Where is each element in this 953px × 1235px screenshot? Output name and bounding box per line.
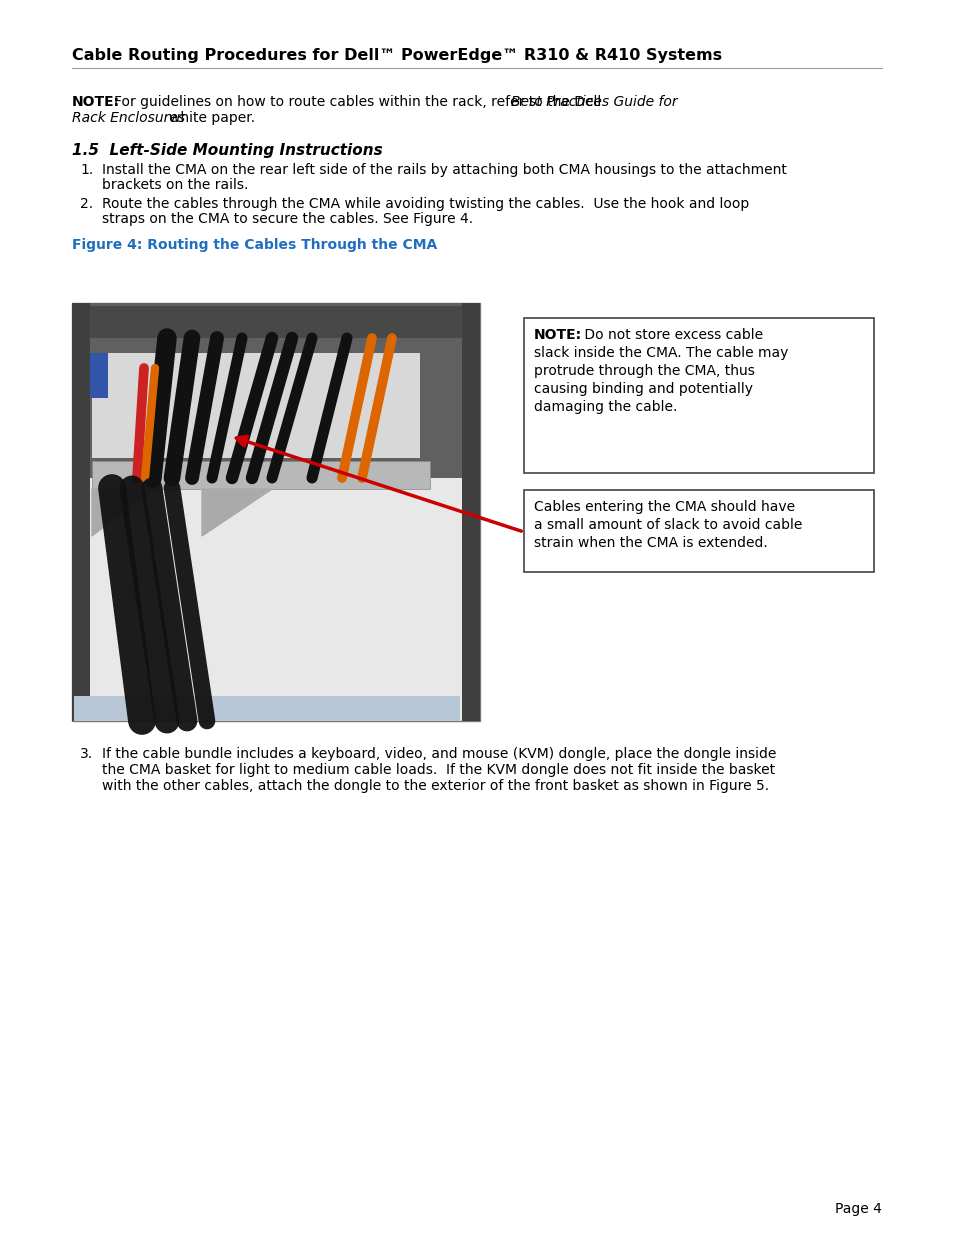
Text: causing binding and potentially: causing binding and potentially: [534, 382, 752, 396]
Text: Page 4: Page 4: [834, 1202, 882, 1216]
Text: Rack Enclosures: Rack Enclosures: [71, 111, 185, 125]
FancyBboxPatch shape: [461, 303, 479, 721]
FancyBboxPatch shape: [90, 353, 108, 398]
Text: 1.5  Left-Side Mounting Instructions: 1.5 Left-Side Mounting Instructions: [71, 143, 382, 158]
FancyBboxPatch shape: [71, 303, 479, 721]
Text: Best Practices Guide for: Best Practices Guide for: [511, 95, 677, 109]
Text: For guidelines on how to route cables within the rack, refer to the Dell: For guidelines on how to route cables wi…: [113, 95, 600, 109]
FancyBboxPatch shape: [71, 303, 90, 721]
Text: Cables entering the CMA should have: Cables entering the CMA should have: [534, 500, 794, 514]
Text: NOTE:: NOTE:: [534, 329, 581, 342]
Text: Route the cables through the CMA while avoiding twisting the cables.  Use the ho: Route the cables through the CMA while a…: [102, 198, 748, 211]
Text: 1.: 1.: [80, 163, 93, 177]
FancyBboxPatch shape: [74, 306, 477, 338]
Text: Do not store excess cable: Do not store excess cable: [579, 329, 762, 342]
Text: the CMA basket for light to medium cable loads.  If the KVM dongle does not fit : the CMA basket for light to medium cable…: [102, 763, 774, 777]
Text: 3.: 3.: [80, 747, 93, 761]
Text: straps on the CMA to secure the cables. See Figure 4.: straps on the CMA to secure the cables. …: [102, 212, 473, 226]
Text: protrude through the CMA, thus: protrude through the CMA, thus: [534, 364, 754, 378]
FancyBboxPatch shape: [523, 317, 873, 473]
Text: If the cable bundle includes a keyboard, video, and mouse (KVM) dongle, place th: If the cable bundle includes a keyboard,…: [102, 747, 776, 761]
Text: slack inside the CMA. The cable may: slack inside the CMA. The cable may: [534, 346, 787, 359]
Text: Cable Routing Procedures for Dell™ PowerEdge™ R310 & R410 Systems: Cable Routing Procedures for Dell™ Power…: [71, 48, 721, 63]
FancyBboxPatch shape: [91, 461, 430, 489]
Text: 2.: 2.: [80, 198, 93, 211]
FancyBboxPatch shape: [74, 697, 459, 721]
FancyBboxPatch shape: [71, 303, 479, 478]
Text: a small amount of slack to avoid cable: a small amount of slack to avoid cable: [534, 517, 801, 532]
Text: Install the CMA on the rear left side of the rails by attaching both CMA housing: Install the CMA on the rear left side of…: [102, 163, 786, 177]
Text: damaging the cable.: damaging the cable.: [534, 400, 677, 414]
Text: strain when the CMA is extended.: strain when the CMA is extended.: [534, 536, 767, 550]
Text: NOTE:: NOTE:: [71, 95, 120, 109]
FancyBboxPatch shape: [523, 490, 873, 572]
Text: Figure 4: Routing the Cables Through the CMA: Figure 4: Routing the Cables Through the…: [71, 238, 436, 252]
Polygon shape: [91, 489, 152, 536]
Text: with the other cables, attach the dongle to the exterior of the front basket as : with the other cables, attach the dongle…: [102, 779, 768, 793]
FancyBboxPatch shape: [91, 353, 419, 458]
Polygon shape: [202, 489, 272, 536]
Text: brackets on the rails.: brackets on the rails.: [102, 178, 248, 191]
Text: white paper.: white paper.: [169, 111, 254, 125]
